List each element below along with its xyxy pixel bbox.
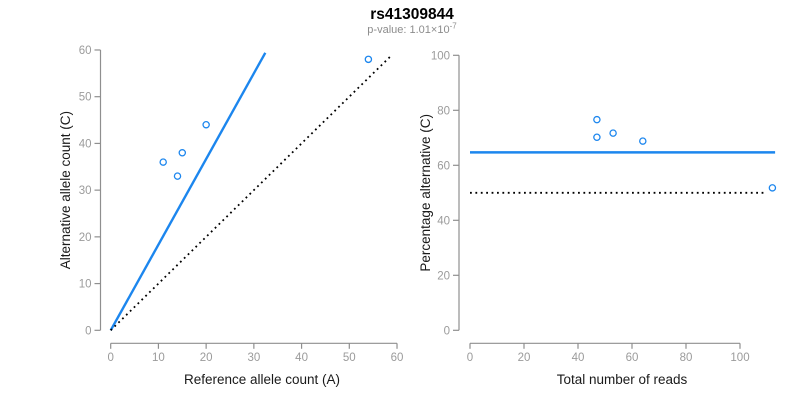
x-tick-label: 20	[200, 352, 213, 364]
x-tick-label: 60	[626, 352, 639, 364]
x-tick-label: 40	[295, 352, 308, 364]
data-point	[173, 172, 182, 180]
data-point	[593, 133, 601, 141]
x-tick-label: 0	[467, 352, 473, 364]
x-tick-label: 20	[518, 352, 531, 364]
x-tick-label: 0	[107, 352, 113, 364]
x-axis-title: Total number of reads	[557, 372, 688, 387]
y-tick-label: 60	[79, 45, 92, 57]
y-tick-label: 80	[437, 105, 450, 117]
x-tick-label: 40	[572, 352, 585, 364]
x-tick-label: 30	[247, 352, 260, 364]
x-tick-label: 80	[680, 352, 693, 364]
y-tick-label: 10	[79, 279, 92, 291]
x-tick-label: 50	[343, 352, 356, 364]
y-tick-label: 0	[85, 325, 91, 337]
y-tick-label: 20	[79, 232, 92, 244]
y-axis-title: Alternative allele count (C)	[58, 111, 73, 269]
y-tick-label: 0	[444, 325, 450, 337]
y-tick-label: 50	[79, 92, 92, 104]
data-point	[593, 115, 601, 124]
x-tick-label: 60	[391, 352, 404, 364]
data-point	[768, 184, 777, 192]
y-axis-title: Percentage alternative (C)	[418, 114, 433, 272]
y-tick-label: 60	[437, 160, 450, 172]
data-point	[159, 158, 167, 166]
x-axis-title: Reference allele count (A)	[184, 372, 340, 387]
x-tick-label: 10	[152, 352, 165, 364]
data-point	[178, 149, 187, 157]
data-point	[639, 137, 647, 145]
y-tick-label: 40	[79, 138, 92, 150]
y-tick-label: 20	[437, 270, 450, 282]
identity-line	[110, 55, 391, 331]
y-tick-label: 100	[431, 50, 450, 62]
x-tick-label: 100	[730, 352, 749, 364]
data-point	[609, 129, 617, 137]
data-point	[364, 55, 373, 64]
fitted-proportion-line	[109, 52, 267, 331]
y-tick-label: 40	[437, 215, 450, 227]
y-tick-label: 30	[79, 185, 92, 197]
data-point	[202, 120, 210, 129]
